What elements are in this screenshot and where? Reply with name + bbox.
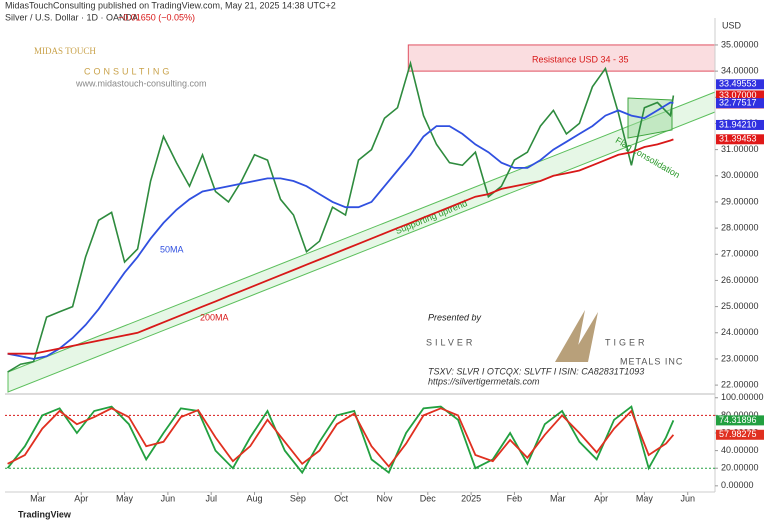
y-tick-label: 40.00000 <box>721 445 759 455</box>
series-line <box>6 405 675 475</box>
x-tick-label: Dec <box>420 493 437 503</box>
price-tag-label: 57.98275 <box>719 429 757 439</box>
price-tag-label: 31.94210 <box>719 119 757 129</box>
presented-by: Presented by <box>428 312 482 322</box>
price-tag-label: 32.77517 <box>719 98 757 108</box>
price-tag <box>716 415 764 426</box>
y-tick-label: 35.00000 <box>721 39 759 49</box>
logo: MIDAS TOUCH <box>34 46 96 56</box>
price-tag-label: 33.07000 <box>719 90 757 100</box>
sponsor-icon <box>555 310 598 362</box>
series-line <box>7 60 675 373</box>
price-tag <box>716 98 764 109</box>
y-tick-label: 23.00000 <box>721 353 759 363</box>
x-tick-label: Oct <box>334 493 349 503</box>
series-line <box>7 138 674 355</box>
price-tag-label: 74.31896 <box>719 415 757 425</box>
y-tick-label: 100.00000 <box>721 392 764 402</box>
x-tick-label: Sep <box>290 493 306 503</box>
price-tag <box>716 79 764 90</box>
x-tick-label: May <box>116 493 134 503</box>
x-tick-label: Apr <box>74 493 88 503</box>
x-tick-label: Jun <box>680 493 695 503</box>
y-tick-label: 80.00000 <box>721 410 759 420</box>
x-tick-label: Apr <box>594 493 608 503</box>
y-tick-label: 30.00000 <box>721 170 759 180</box>
currency: USD <box>722 20 742 30</box>
y-tick-label: 28.00000 <box>721 222 759 232</box>
logo-url: www.midastouch-consulting.com <box>75 78 207 88</box>
x-tick-label: 2025 <box>461 493 481 503</box>
sponsor-ids: TSXV: SLVR I OTCQX: SLVTF I ISIN: CA8283… <box>428 366 644 376</box>
y-tick-label: 29.00000 <box>721 196 759 206</box>
published: MidasTouchConsulting published on Tradin… <box>5 0 336 10</box>
price-tag <box>716 429 764 440</box>
sponsor-sub: METALS INC <box>620 356 683 366</box>
resistance-zone <box>407 44 716 72</box>
y-tick-label: 22.00000 <box>721 379 759 389</box>
x-tick-label: Jun <box>161 493 176 503</box>
ma50-label: 50MA <box>160 244 184 254</box>
y-tick-label: 26.00000 <box>721 275 759 285</box>
x-tick-label: Nov <box>376 493 393 503</box>
sponsor-b: TIGER <box>605 337 648 347</box>
x-tick-label: Mar <box>30 493 46 503</box>
y-tick-label: 34.00000 <box>721 65 759 75</box>
x-tick-label: May <box>636 493 654 503</box>
y-tick-label: 27.00000 <box>721 249 759 259</box>
series-line <box>7 101 674 360</box>
logo-sub: CONSULTING <box>84 66 172 76</box>
price-tag <box>716 119 764 130</box>
y-tick-label: 20.00000 <box>721 463 759 473</box>
price-tag <box>716 134 764 145</box>
symbol: Silver / U.S. Dollar · 1D · OANDA <box>5 12 138 22</box>
x-tick-label: Mar <box>550 493 566 503</box>
ma200-label: 200MA <box>200 312 229 322</box>
x-tick-label: Jul <box>205 493 217 503</box>
sponsor-url: https://silvertigermetals.com <box>428 376 540 386</box>
y-tick-label: 24.00000 <box>721 327 759 337</box>
sponsor-a: SILVER <box>426 337 475 347</box>
price-tag-label: 31.39453 <box>719 134 757 144</box>
x-tick-label: Aug <box>247 493 263 503</box>
series-line <box>7 407 675 468</box>
y-tick-label: 31.00000 <box>721 144 759 154</box>
price-tag-label: 33.49553 <box>719 79 757 89</box>
y-tick-label: 25.00000 <box>721 301 759 311</box>
footer-brand: TradingView <box>18 509 72 519</box>
resistance-label: Resistance USD 34 - 35 <box>532 54 629 64</box>
change: −0.01650 (−0.05%) <box>118 12 195 22</box>
x-tick-label: Feb <box>507 493 523 503</box>
y-tick-label: 0.00000 <box>721 480 754 490</box>
